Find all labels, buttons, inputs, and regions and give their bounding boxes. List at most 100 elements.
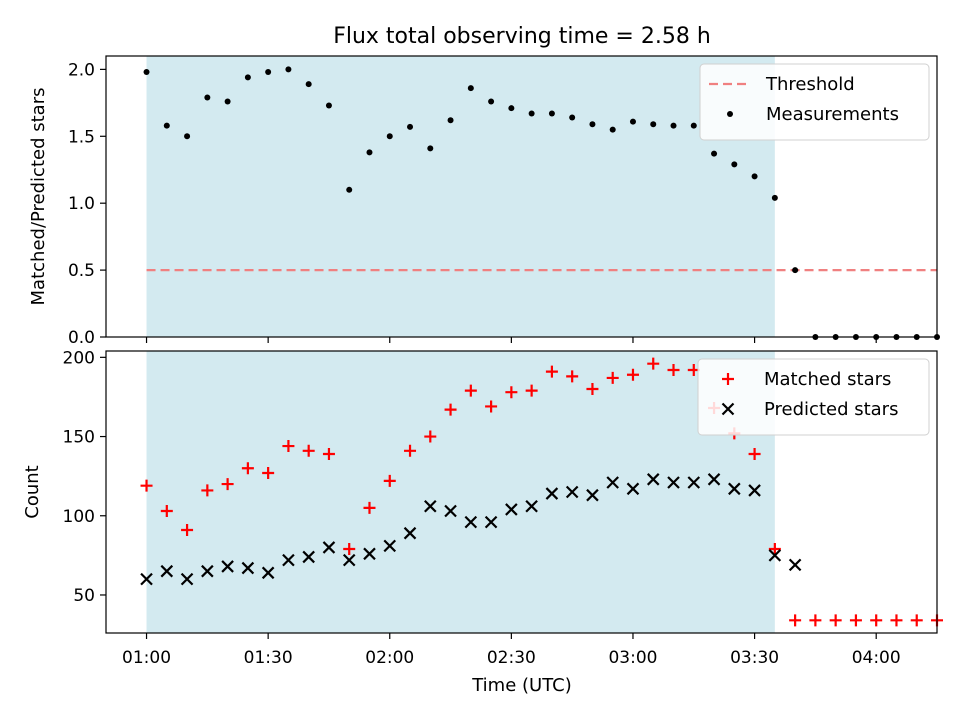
dot-point [265, 69, 272, 76]
plus-point [140, 479, 153, 492]
y-tick-label: 150 [63, 428, 95, 448]
dot-point [751, 173, 758, 180]
dot-point [629, 118, 636, 125]
dot-point [427, 145, 434, 152]
dot-point [407, 123, 414, 130]
x-point [626, 482, 640, 496]
legend-box [699, 63, 930, 141]
dot-point [285, 66, 292, 73]
dot-point [670, 122, 677, 129]
plus-point [829, 614, 842, 627]
chart-title: Flux total observing time = 2.58 h [333, 24, 711, 49]
x-point [403, 526, 417, 540]
ratio-y-axis-label: Matched/Predicted stars [28, 88, 49, 306]
plus-point [849, 614, 862, 627]
y-tick-label: 1.0 [68, 194, 95, 214]
plus-point [383, 474, 396, 487]
dot-point [650, 121, 657, 128]
legend-label: Measurements [766, 104, 899, 125]
dot-point [690, 122, 697, 129]
plus-point [890, 614, 903, 627]
plus-point [606, 371, 619, 384]
y-tick-label: 0.0 [68, 328, 95, 348]
dot-point [346, 186, 353, 193]
plus-point [789, 614, 802, 627]
plus-point [647, 357, 660, 370]
dot-point [711, 150, 718, 157]
observing-span-shade [146, 56, 775, 337]
x-tick-label: 03:30 [730, 648, 779, 668]
legend-label: Threshold [765, 74, 855, 95]
plus-point [586, 383, 599, 396]
x-axis-label: Time (UTC) [471, 675, 572, 696]
dot-point [305, 81, 312, 88]
plus-point [302, 444, 315, 457]
y-tick-label: 200 [63, 348, 95, 368]
dot-point [184, 133, 191, 140]
x-point [241, 561, 255, 575]
x-point [363, 547, 376, 561]
x-point [646, 473, 660, 486]
x-point [424, 499, 437, 513]
dot-point [508, 105, 515, 112]
count-legend: Matched stars Predicted stars [697, 358, 930, 436]
plus-point [201, 484, 214, 497]
plus-point [626, 368, 639, 381]
x-tick-label: 01:30 [244, 648, 293, 668]
plus-point [424, 430, 437, 443]
series-1 [140, 473, 802, 586]
plus-point [241, 462, 254, 475]
dot-point [224, 98, 231, 105]
legend-dot-swatch [727, 111, 733, 117]
plus-point [505, 386, 518, 399]
x-point [282, 553, 295, 567]
plus-point [809, 614, 822, 627]
x-point [180, 572, 194, 586]
dot-point [244, 74, 251, 81]
legend-label: Predicted stars [764, 399, 898, 420]
x-point [383, 539, 397, 553]
plus-point [910, 614, 923, 627]
plus-point [667, 364, 680, 377]
x-tick-label: 03:00 [608, 648, 657, 668]
ratio-panel-frame [105, 55, 938, 338]
plus-point [404, 444, 417, 457]
x-point [302, 550, 315, 564]
dot-point [386, 133, 393, 140]
x-tick-label: 02:30 [487, 648, 536, 668]
ratio-legend: Threshold Measurements [699, 63, 930, 141]
x-point [221, 560, 234, 573]
plus-point [363, 501, 376, 514]
x-point [444, 504, 457, 518]
dot-point [792, 267, 799, 274]
legend-x-swatch [721, 402, 735, 416]
dot-point [569, 114, 576, 121]
dot-point [366, 149, 373, 156]
x-point [667, 476, 680, 489]
count-panel-frame [105, 350, 938, 634]
count-y-axis-label: Count [22, 465, 43, 518]
y-tick-label: 2.0 [68, 60, 95, 80]
plus-point [322, 447, 335, 460]
x-point [464, 515, 478, 529]
x-point [707, 473, 721, 486]
y-tick-label: 100 [63, 507, 95, 527]
plus-point [221, 478, 234, 491]
plus-point [545, 365, 558, 378]
y-tick-label: 0.5 [68, 261, 95, 281]
count-panel: 50 100 150 200 01:00 01:30 02:00 02:30 03:00 03:… [22, 348, 943, 668]
dot-point [488, 98, 495, 105]
dot-point [609, 126, 616, 133]
dot-point [771, 194, 778, 201]
dot-point [467, 85, 474, 92]
dot-point [163, 122, 170, 129]
x-point [261, 566, 275, 580]
plus-point [768, 543, 781, 556]
legend-label: Matched stars [764, 369, 891, 390]
x-point [525, 499, 538, 513]
plus-point [181, 524, 194, 537]
x-point [748, 484, 761, 497]
dot-point [143, 69, 150, 76]
x-point [201, 564, 214, 578]
